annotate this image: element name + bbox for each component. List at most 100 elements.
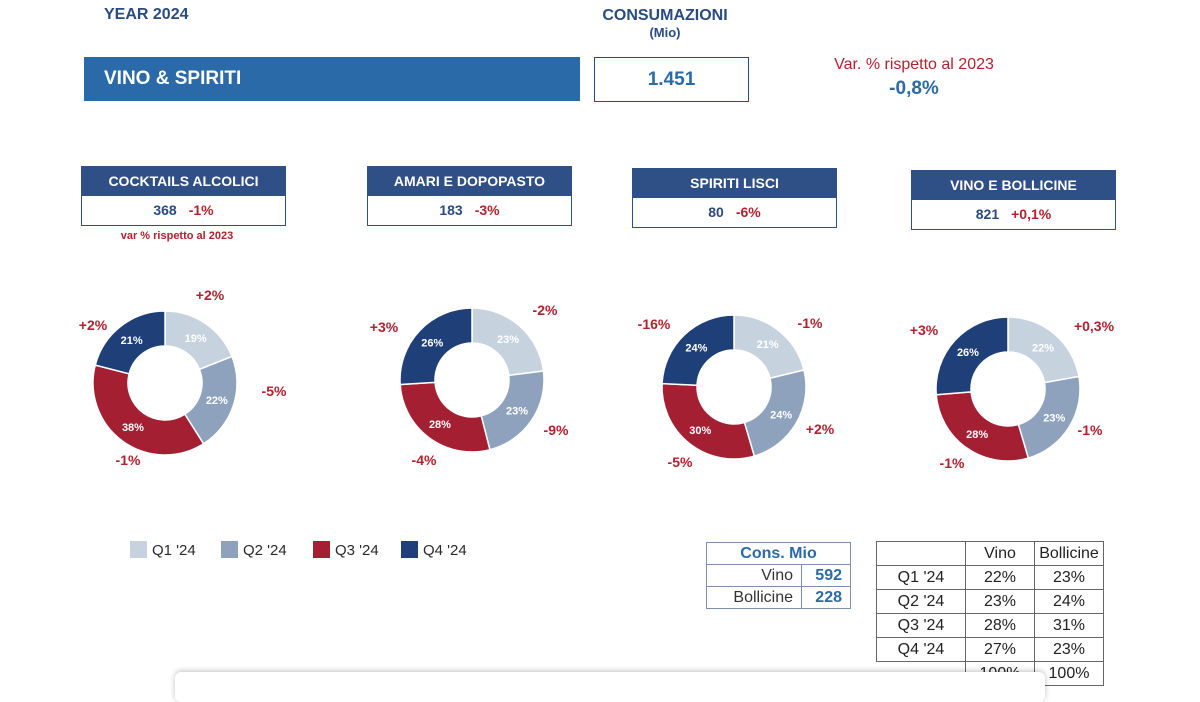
legend-item-q2: Q2 '24 xyxy=(221,541,287,559)
total-value: 1.451 xyxy=(647,69,696,90)
category-card-values: 821 +0,1% xyxy=(911,200,1116,230)
donut-charts: 19% +2% 22% -5% 38% -1% 21% +2% 23% -2% 23% -9% 28% -… xyxy=(79,287,1115,471)
category-card-title: VINO E BOLLICINE xyxy=(911,170,1116,200)
legend-swatch xyxy=(130,541,147,558)
year-title: YEAR 2024 xyxy=(104,6,189,23)
legend-item-q3: Q3 '24 xyxy=(313,541,379,559)
table-row: Cons. Mio xyxy=(706,542,851,565)
donut-slice xyxy=(935,316,1009,396)
category-value: 183 xyxy=(439,202,463,218)
table-cell: 23% xyxy=(1034,637,1104,662)
category-card-title: SPIRITI LISCI xyxy=(632,168,837,198)
table-header: Cons. Mio xyxy=(706,542,851,565)
category-value: 368 xyxy=(153,202,177,218)
donut-slice xyxy=(661,314,735,387)
table-row: Q3 '24 28% 31% xyxy=(876,613,1104,638)
legend-item-q4: Q4 '24 xyxy=(401,541,467,559)
legend-label: Q3 '24 xyxy=(335,542,379,559)
table-row: Q1 '24 22% 23% xyxy=(876,565,1104,590)
legend-label: Q1 '24 xyxy=(152,542,196,559)
category-card-spiriti: SPIRITI LISCI 80 -6% xyxy=(632,168,837,228)
table-cell: 28% xyxy=(965,613,1035,638)
slice-variation-label: -2% xyxy=(533,302,558,318)
slice-percent-label: 22% xyxy=(206,395,228,407)
category-card-cocktails: COCKTAILS ALCOLICI 368 -1% xyxy=(81,166,286,226)
table-cell: 31% xyxy=(1034,613,1104,638)
slice-percent-label: 24% xyxy=(770,409,792,421)
slice-variation-label: -5% xyxy=(262,383,287,399)
category-value: 80 xyxy=(708,204,724,220)
table-cell: Q1 '24 xyxy=(876,565,966,590)
category-title: VINO & SPIRITI xyxy=(104,68,242,89)
table-cell: 23% xyxy=(965,589,1035,614)
table-cell: Q3 '24 xyxy=(876,613,966,638)
category-note: var % rispetto al 2023 xyxy=(120,230,234,242)
slice-variation-label: -1% xyxy=(1078,422,1103,438)
category-variation: -3% xyxy=(474,202,500,218)
slice-percent-label: 21% xyxy=(757,339,779,351)
donut-slice xyxy=(661,382,756,460)
slice-variation-label: +2% xyxy=(79,317,108,333)
slice-percent-label: 23% xyxy=(506,406,528,418)
category-card-values: 183 -3% xyxy=(367,196,572,226)
category-value: 821 xyxy=(975,206,1000,222)
slice-variation-label: +3% xyxy=(910,322,939,338)
donut-slice xyxy=(92,364,205,456)
slice-variation-label: -16% xyxy=(638,316,671,332)
table-row: Vino Bollicine xyxy=(876,541,1104,566)
bottom-panel xyxy=(175,672,1045,702)
category-card-title: AMARI E DOPOPASTO xyxy=(367,166,572,196)
table-cell: Q2 '24 xyxy=(876,589,966,614)
table-row: Vino 592 xyxy=(706,564,851,587)
table-cell xyxy=(876,541,966,566)
table-row: Q2 '24 23% 24% xyxy=(876,589,1104,614)
table-cell: 23% xyxy=(1034,565,1104,590)
donut-slice xyxy=(399,307,473,386)
slice-variation-label: -1% xyxy=(798,315,823,331)
slice-variation-label: +3% xyxy=(370,319,399,335)
slice-variation-label: +2% xyxy=(806,421,835,437)
legend-label: Q2 '24 xyxy=(243,542,287,559)
slice-percent-label: 30% xyxy=(689,425,711,437)
category-card-values: 368 -1% xyxy=(81,196,286,226)
legend-item-q1: Q1 '24 xyxy=(130,541,196,559)
slice-percent-label: 26% xyxy=(957,347,979,359)
slice-percent-label: 24% xyxy=(685,343,707,355)
slice-variation-label: -9% xyxy=(544,422,569,438)
slice-percent-label: 26% xyxy=(421,338,443,350)
table-cell: 228 xyxy=(801,586,851,609)
slice-percent-label: 23% xyxy=(1043,413,1065,425)
legend-label: Q4 '24 xyxy=(423,542,467,559)
consumption-title: CONSUMAZIONI (Mio) xyxy=(585,6,745,40)
slice-percent-label: 28% xyxy=(966,429,988,441)
legend-swatch xyxy=(313,541,330,558)
variation-label: Var. % rispetto al 2023 xyxy=(834,56,994,73)
consumption-unit: (Mio) xyxy=(649,25,681,40)
slice-percent-label: 19% xyxy=(185,333,207,345)
table-cell: 22% xyxy=(965,565,1035,590)
table-cell: Vino xyxy=(706,564,802,587)
table-cell: Bollicine xyxy=(1034,541,1104,566)
legend-swatch xyxy=(401,541,418,558)
table-row: Q4 '24 27% 23% xyxy=(876,637,1104,662)
consumption-title-text: CONSUMAZIONI xyxy=(602,7,728,24)
table-cell: 100% xyxy=(1034,661,1104,686)
table-cell: Q4 '24 xyxy=(876,637,966,662)
category-card-values: 80 -6% xyxy=(632,198,837,228)
table-cell: 24% xyxy=(1034,589,1104,614)
slice-percent-label: 23% xyxy=(497,334,519,346)
slice-variation-label: -5% xyxy=(668,454,693,470)
slice-variation-label: +0,3% xyxy=(1074,318,1115,334)
category-variation: +0,1% xyxy=(1011,206,1052,222)
table-cell: Bollicine xyxy=(706,586,802,609)
category-card-amari: AMARI E DOPOPASTO 183 -3% xyxy=(367,166,572,226)
slice-percent-label: 38% xyxy=(122,422,144,434)
donut-slice xyxy=(935,391,1030,462)
table-cell: 27% xyxy=(965,637,1035,662)
category-bar: VINO & SPIRITI xyxy=(84,57,580,101)
table-row: Bollicine 228 xyxy=(706,586,851,609)
slice-variation-label: -1% xyxy=(116,452,141,468)
slice-variation-label: -1% xyxy=(940,455,965,471)
category-variation: -1% xyxy=(188,202,214,218)
consumption-table: Cons. Mio Vino 592 Bollicine 228 xyxy=(706,542,851,609)
